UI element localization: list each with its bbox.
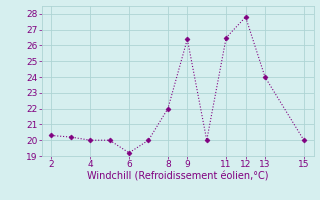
X-axis label: Windchill (Refroidissement éolien,°C): Windchill (Refroidissement éolien,°C) xyxy=(87,172,268,182)
